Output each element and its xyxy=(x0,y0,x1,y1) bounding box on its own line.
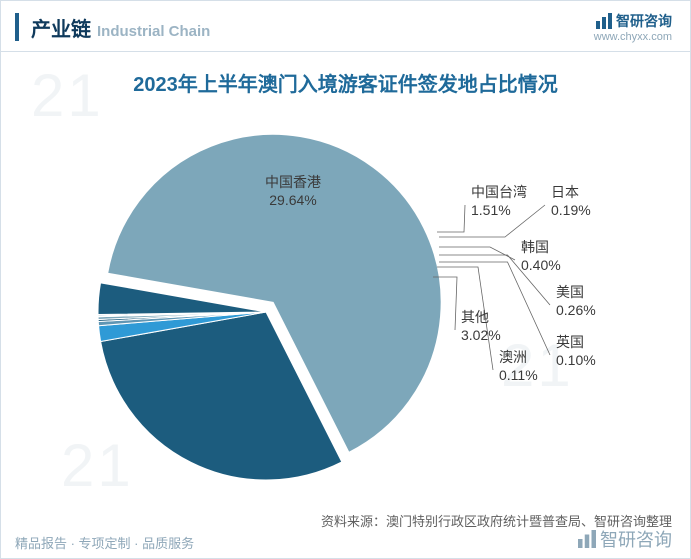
leader-label: 澳洲 xyxy=(499,349,527,365)
accent-bar xyxy=(15,13,19,41)
chart-title: 2023年上半年澳门入境游客证件签发地占比情况 xyxy=(1,68,690,97)
brand-icon xyxy=(596,13,612,29)
leader-line xyxy=(439,255,550,305)
leader-label: 英国 xyxy=(556,334,584,350)
footer-brand: 智研咨询 xyxy=(578,526,672,552)
footer-brand-text: 智研咨询 xyxy=(600,526,672,552)
leader-label: 日本 xyxy=(551,184,579,200)
leader-label: 韩国 xyxy=(521,239,549,255)
pie-chart: 中国内地64.78%中国香港29.64%中国台湾1.51%日本0.19%韩国0.… xyxy=(1,97,691,497)
header-title-cn: 产业链 xyxy=(31,13,91,42)
leader-value: 0.10% xyxy=(556,352,596,368)
brand-name: 智研咨询 xyxy=(616,11,672,31)
leader-value: 1.51% xyxy=(471,202,511,218)
leader-value: 0.26% xyxy=(556,302,596,318)
leader-label: 中国台湾 xyxy=(471,184,527,200)
header-bar: 产业链 Industrial Chain 智研咨询 www.chyxx.com xyxy=(1,1,690,52)
leader-value: 0.11% xyxy=(499,367,538,383)
leader-value: 0.19% xyxy=(551,202,591,218)
header-left: 产业链 Industrial Chain xyxy=(15,13,210,42)
chart-area: 中国内地64.78%中国香港29.64%中国台湾1.51%日本0.19%韩国0.… xyxy=(1,97,690,497)
leader-line xyxy=(439,247,515,260)
leader-label: 美国 xyxy=(556,284,584,300)
leader-value: 0.40% xyxy=(521,257,561,273)
brand-url: www.chyxx.com xyxy=(594,31,672,43)
footer-left: 精品报告 · 专项定制 · 品质服务 xyxy=(15,533,194,552)
leader-line xyxy=(437,267,493,370)
header-title-en: Industrial Chain xyxy=(97,23,210,40)
brand-row: 智研咨询 xyxy=(594,11,672,31)
header-right: 智研咨询 www.chyxx.com xyxy=(594,11,672,43)
brand-icon xyxy=(578,530,596,548)
leader-value: 3.02% xyxy=(461,327,501,343)
leader-line xyxy=(437,205,465,232)
